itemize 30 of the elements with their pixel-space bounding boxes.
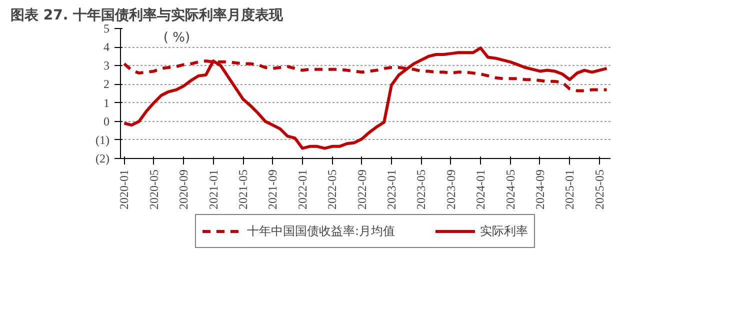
y-axis-title: ( %) [163,30,190,46]
x-tick-label: 2023-09 [444,169,458,210]
x-tick-label: 2023-01 [384,169,398,210]
legend-label: 实际利率 [480,222,528,240]
x-tick-label: 2020-01 [117,169,132,210]
y-tick-label: 4 [104,40,110,54]
x-tick-label: 2022-09 [354,169,369,210]
y-tick-label: (2) [96,152,110,166]
y-tick-label: 2 [104,77,110,92]
x-tick-label: 2020-05 [146,169,161,210]
x-tick-label: 2023-05 [414,169,428,210]
x-tick-label: 2021-05 [236,169,250,210]
x-tick-label: 2025-05 [592,169,606,210]
x-tick-label: 2021-09 [266,169,280,210]
x-tick-label: 2021-01 [206,169,220,210]
x-tick-label: 2024-05 [503,169,518,210]
x-tick-label: 2024-01 [474,169,488,210]
x-tick-label: 2022-01 [295,169,310,210]
y-tick-label: (1) [96,132,110,147]
y-tick-label: 5 [104,22,110,36]
x-tick-label: 2020-09 [176,169,191,210]
x-tick-label: 2024-09 [532,169,547,210]
legend-label: 十年中国国债收益率:月均值 [246,222,396,240]
x-tick-label: 2025-01 [562,169,577,210]
x-tick-label: 2022-05 [325,169,340,210]
line-series [122,46,608,150]
chart-title: 图表 27. 十年国债利率与实际利率月度表现 [10,6,284,24]
y-tick-label: 3 [104,58,110,73]
y-tick-label: 1 [104,96,110,110]
y-tick-label: 0 [104,114,110,128]
